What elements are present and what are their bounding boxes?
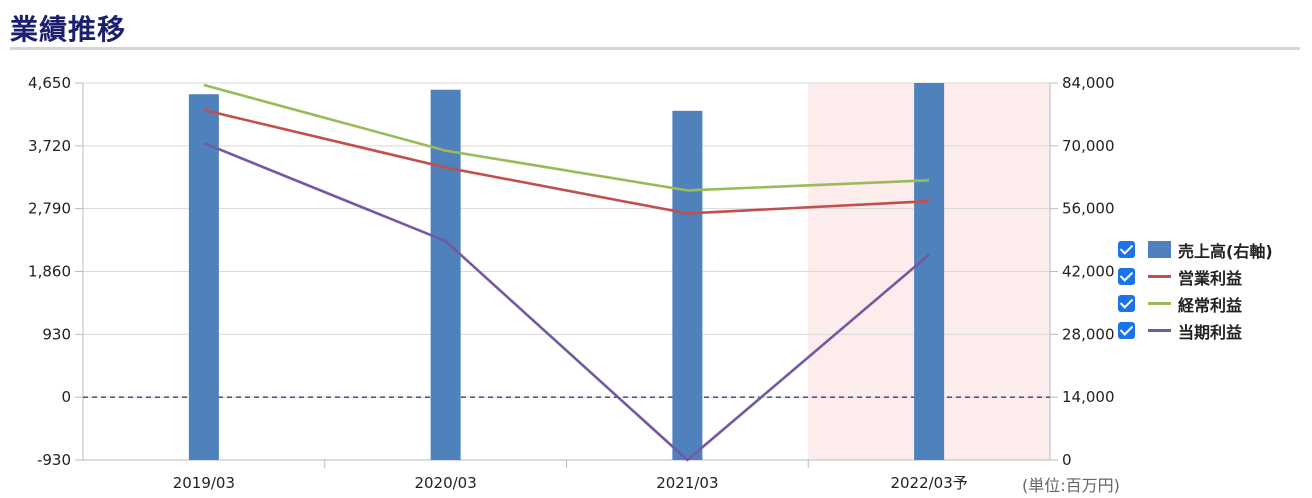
- net-profit-line: [203, 141, 930, 462]
- right-axis-tick-label: 70,000: [1062, 137, 1115, 155]
- right-axis-tick-label: 14,000: [1062, 388, 1115, 406]
- right-axis-tick-label: 84,000: [1062, 74, 1115, 92]
- unit-label: (単位:百万円): [1022, 476, 1120, 495]
- operating-profit-line: [203, 108, 930, 215]
- right-axis-tick-label: 0: [1062, 451, 1072, 469]
- x-axis-tick-label: 2021/03: [656, 474, 718, 492]
- checkbox-checked-icon[interactable]: [1118, 268, 1135, 285]
- left-axis-tick-label: 2,790: [28, 200, 71, 218]
- ordinary-profit-line: [203, 83, 930, 192]
- left-axis-tick-label: 3,720: [28, 137, 71, 155]
- left-axis-tick-label: 4,650: [28, 74, 71, 92]
- legend-item-operating-profit[interactable]: 営業利益: [1118, 263, 1273, 290]
- checkbox-checked-icon[interactable]: [1118, 295, 1135, 312]
- right-axis-tick-label: 42,000: [1062, 263, 1115, 281]
- left-axis-tick-label: 930: [42, 325, 71, 343]
- title-divider: [10, 47, 1300, 50]
- sales-bar: [188, 94, 219, 460]
- left-axis-tick-label: 0: [61, 388, 71, 406]
- legend-item-net-profit[interactable]: 当期利益: [1118, 317, 1273, 344]
- legend-label-ordinary-profit: 経常利益: [1178, 295, 1243, 315]
- left-axis-tick-label: -930: [37, 451, 71, 469]
- x-axis-tick-label: 2020/03: [414, 474, 476, 492]
- legend-label-net-profit: 当期利益: [1178, 322, 1243, 342]
- legend-swatch-ordinary-profit: [1148, 302, 1171, 305]
- sales-bar: [914, 83, 945, 460]
- x-axis-tick-label: 2019/03: [173, 474, 235, 492]
- sales-bar: [672, 110, 703, 461]
- checkbox-checked-icon[interactable]: [1118, 322, 1135, 339]
- legend-item-ordinary-profit[interactable]: 経常利益: [1118, 290, 1273, 317]
- legend-swatch-sales: [1148, 241, 1171, 258]
- right-axis-tick-label: 56,000: [1062, 200, 1115, 218]
- chart-legend: 売上高(右軸) 営業利益 経常利益 当期利益: [1118, 236, 1273, 344]
- left-axis-tick-label: 1,860: [28, 263, 71, 281]
- legend-swatch-operating-profit: [1148, 275, 1171, 278]
- x-axis-tick-label: 2022/03予: [890, 474, 967, 492]
- legend-label-operating-profit: 営業利益: [1178, 268, 1243, 288]
- sales-bar: [430, 89, 461, 460]
- page-title: 業績推移: [10, 13, 127, 46]
- legend-item-sales[interactable]: 売上高(右軸): [1118, 236, 1273, 263]
- right-axis-tick-label: 28,000: [1062, 325, 1115, 343]
- legend-label-sales: 売上高(右軸): [1178, 241, 1273, 261]
- legend-swatch-net-profit: [1148, 329, 1171, 332]
- checkbox-checked-icon[interactable]: [1118, 241, 1135, 258]
